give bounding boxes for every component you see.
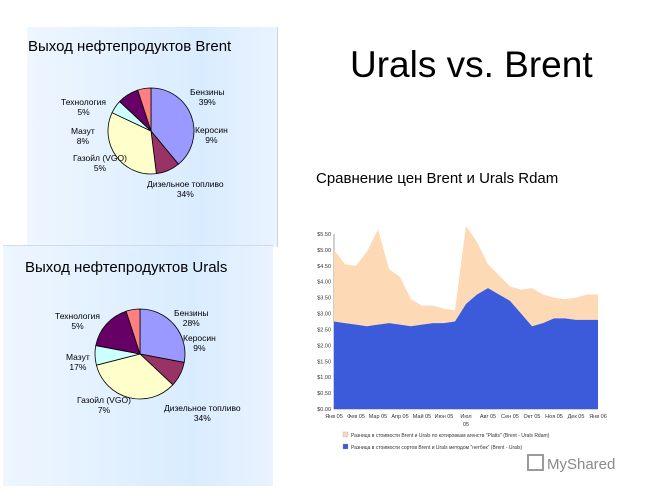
watermark-logo-icon bbox=[527, 454, 544, 471]
y-tick-label: $4.00 bbox=[317, 280, 331, 286]
legend-label-0: Разница в стоимости Brent и Urals по кот… bbox=[351, 433, 550, 439]
urals-label-mazut: Мазут 17% bbox=[66, 352, 90, 372]
y-tick-label: $2.00 bbox=[317, 343, 331, 349]
y-tick-label: $5.50 bbox=[317, 232, 331, 238]
urals-slice-2 bbox=[95, 353, 174, 400]
brent-label-tech: Технология 5% bbox=[61, 97, 106, 117]
brent-pie-chart bbox=[107, 87, 195, 175]
brent-slice-5 bbox=[137, 87, 152, 132]
brent-label-benzin: Бензины 39% bbox=[190, 87, 225, 107]
urals-slice-0 bbox=[139, 308, 186, 363]
page-title: Urals vs. Brent bbox=[350, 44, 593, 85]
x-tick-label: Янв 06 bbox=[589, 414, 607, 420]
brent-panel: Выход нефтепродуктов Brent Бензины 39% Ке… bbox=[27, 27, 278, 247]
x-tick-label: Дек 05 bbox=[568, 414, 585, 420]
price-comparison-area-chart: $0.00 $0.50 $1.00 $1.50 $2.00 $2.50 $3.00 $3.50… bbox=[317, 226, 607, 451]
y-tick-label: $1.00 bbox=[317, 375, 331, 381]
x-tick-label-line2: 05 bbox=[463, 422, 469, 428]
brent-label-gasoil: Газойл (VGO) 5% bbox=[73, 153, 127, 173]
brent-label-kerosin: Керосин 9% bbox=[195, 125, 228, 145]
brent-label-mazut: Мазут 8% bbox=[71, 126, 95, 146]
urals-label-benzin: Бензины 28% bbox=[174, 308, 209, 328]
myshared-watermark: MyShared bbox=[527, 454, 615, 473]
x-tick-label: Ноя 05 bbox=[545, 414, 563, 420]
x-tick-label: Авг 05 bbox=[480, 414, 496, 420]
urals-label-kerosin: Керосин 9% bbox=[183, 333, 216, 353]
y-tick-label: $0.50 bbox=[317, 391, 331, 397]
y-tick-label: $3.50 bbox=[317, 296, 331, 302]
urals-pie-chart bbox=[94, 308, 186, 400]
brent-chart-title: Выход нефтепродуктов Brent bbox=[28, 38, 232, 55]
series-netback-area bbox=[334, 288, 598, 409]
urals-panel: Выход нефтепродуктов Urals Бензины 28% Ке… bbox=[3, 245, 273, 486]
y-tick-label: $5.00 bbox=[317, 248, 331, 254]
series-platts-area bbox=[334, 226, 598, 327]
y-tick-label: $4.50 bbox=[317, 264, 331, 270]
brent-slice-0 bbox=[150, 87, 195, 165]
x-tick-label: Апр 05 bbox=[391, 414, 408, 420]
x-tick-label: Сен 05 bbox=[501, 414, 519, 420]
brent-label-diesel: Дизельное топливо 34% bbox=[147, 179, 224, 199]
y-tick-label: $0.00 bbox=[317, 407, 331, 413]
urals-slice-5 bbox=[125, 308, 141, 355]
urals-slice-4 bbox=[95, 310, 141, 355]
x-tick-label: Май 05 bbox=[413, 413, 431, 420]
x-tick-label: Окт 05 bbox=[524, 414, 541, 420]
x-tick-label: Фев 05 bbox=[347, 414, 365, 420]
x-tick-label: Июл bbox=[460, 414, 471, 420]
urals-label-tech: Технология 5% bbox=[55, 311, 100, 331]
urals-chart-title: Выход нефтепродуктов Urals bbox=[25, 259, 228, 276]
legend-swatch-0 bbox=[342, 431, 349, 438]
y-tick-label: $1.50 bbox=[317, 359, 331, 365]
x-tick-label: Июн 05 bbox=[435, 414, 454, 420]
urals-label-gasoil: Газойл (VGO) 7% bbox=[77, 395, 131, 415]
y-tick-label: $2.50 bbox=[317, 327, 331, 333]
urals-label-diesel: Дизельное топливо 34% bbox=[164, 403, 241, 423]
x-tick-label: Мар 05 bbox=[369, 414, 387, 420]
legend-label-1: Разница в стоимости сортов Brent и Urals… bbox=[351, 445, 523, 451]
legend-swatch-1 bbox=[342, 443, 349, 450]
comparison-title: Сравнение цен Brent и Urals Rdam bbox=[316, 170, 559, 187]
x-tick-label: Янв 05 bbox=[325, 414, 343, 420]
y-tick-label: $3.00 bbox=[317, 312, 331, 318]
